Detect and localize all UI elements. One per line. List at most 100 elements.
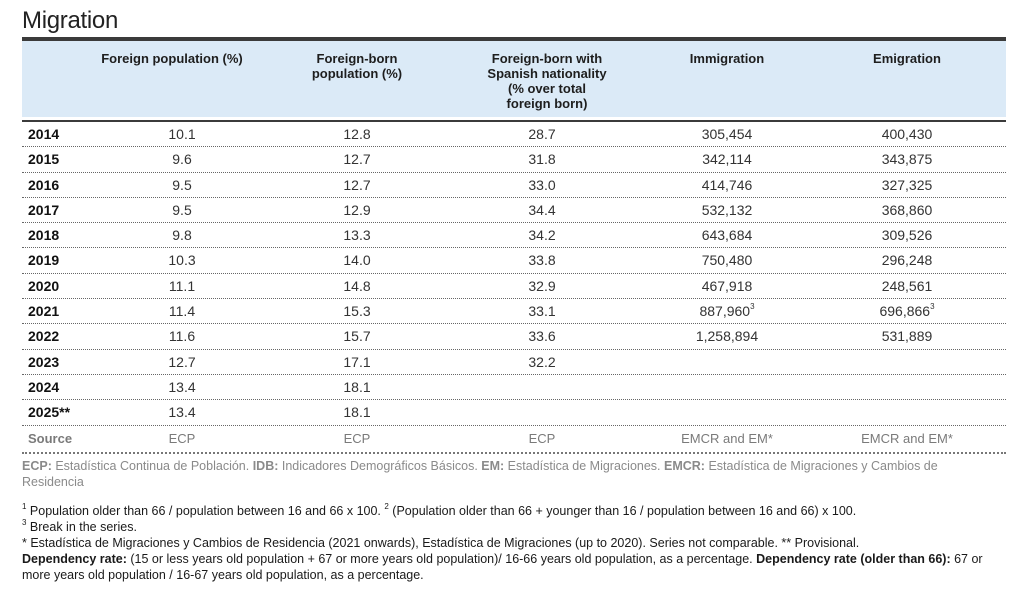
row-year: 2025** [28,404,71,421]
row-foreign-population: 9.6 [172,151,192,168]
footnote-star: * Estadística de Migraciones y Cambios d… [22,536,860,550]
row-foreign-born: 15.7 [343,328,371,345]
row-emigration: 400,430 [881,126,933,142]
row-foreign-population: 11.6 [168,328,196,345]
row-spanish-nationality: 28.7 [528,126,556,142]
header-foreign-born: Foreign-born population (%) [311,51,403,81]
table-top-rule [22,37,1006,41]
row-emigration: 531,889 [881,328,933,345]
table-row: 2014 10.1 12.8 28.7 305,454 400,430 [22,122,1006,148]
row-immigration: 750,480 [701,252,753,269]
row-foreign-population: 13.4 [168,378,196,395]
row-spanish-nationality: 33.8 [528,252,556,269]
row-spanish-nationality: 34.4 [528,201,556,218]
row-year: 2023 [28,353,60,370]
row-spanish-nationality: 32.2 [528,353,556,370]
source-fp: ECP [168,430,196,446]
source-fb: ECP [343,430,371,446]
footnote-1-2: 1 Population older than 66 / population … [22,501,857,518]
source-em: EMCR and EM* [861,430,953,446]
row-foreign-population: 13.4 [168,404,196,421]
footnote-dependency: Dependency rate: (15 or less years old p… [22,552,983,582]
row-spanish-nationality: 31.8 [528,151,556,168]
row-year: 2019 [28,252,60,269]
table-row: 2018 9.8 13.3 34.2 643,684 309,526 [22,223,1006,249]
row-foreign-born: 15.3 [343,303,371,320]
row-spanish-nationality: 33.1 [528,303,556,320]
table-row: 2021 11.4 15.3 33.1 887,9603 696,8663 [22,299,1006,325]
row-spanish-nationality: 33.6 [528,328,556,345]
source-im: EMCR and EM* [681,430,773,446]
abbreviation-legend: ECP: Estadística Continua de Población. … [22,459,938,489]
row-emigration: 343,875 [881,151,933,168]
row-emigration: 368,860 [881,201,933,218]
row-foreign-born: 14.0 [343,252,371,269]
row-year: 2024 [28,378,60,395]
header-foreign-population: Foreign population (%) [101,51,243,66]
migration-table: Foreign population (%) Foreign-born popu… [22,37,1006,454]
table-row: 2023 12.7 17.1 32.2 [22,350,1006,375]
row-foreign-population: 9.8 [172,227,192,244]
table-row: 2019 10.3 14.0 33.8 750,480 296,248 [22,248,1006,274]
row-spanish-nationality: 33.0 [528,176,556,193]
row-immigration: 342,114 [702,151,752,168]
row-year: 2021 [28,303,60,320]
header-rule [22,120,1006,122]
row-foreign-born: 12.9 [343,201,371,218]
row-immigration: 467,918 [701,277,753,294]
footnote-3: 3 Break in the series. [22,517,137,534]
row-year: 2015 [28,151,60,168]
row-year: 2017 [28,201,60,218]
row-foreign-born: 12.7 [343,176,371,193]
row-foreign-population: 11.4 [168,303,196,320]
source-sn: ECP [528,430,556,446]
row-year: 2016 [28,176,60,193]
row-foreign-born: 18.1 [343,404,371,421]
table-body: 2014 10.1 12.8 28.7 305,454 400,430 2015 9.6 12.… [22,122,1006,426]
source-row: Source ECP ECP ECP EMCR and EM* EMCR and… [22,426,1006,450]
footnotes: 1 Population older than 66 / population … [22,501,1002,583]
row-immigration: 887,9603 [699,302,755,320]
row-immigration: 305,454 [701,126,753,142]
row-emigration: 296,248 [881,252,933,269]
row-immigration: 643,684 [701,227,753,244]
row-foreign-population: 11.1 [168,277,196,294]
row-foreign-born: 17.1 [343,353,371,370]
table-row: 2024 13.4 18.1 [22,375,1006,401]
row-year: 2014 [28,126,60,142]
row-foreign-population: 9.5 [172,201,192,218]
row-foreign-population: 12.7 [168,353,196,370]
row-emigration: 327,325 [881,176,933,193]
row-foreign-born: 18.1 [343,378,371,395]
row-foreign-born: 12.8 [343,126,371,142]
header-emigration: Emigration [873,51,941,66]
row-foreign-population: 10.1 [168,126,196,142]
table-row: 2022 11.6 15.7 33.6 1,258,894 531,889 [22,324,1006,350]
row-immigration: 1,258,894 [695,328,759,345]
row-immigration: 532,132 [701,201,753,218]
row-emigration: 696,8663 [879,302,935,320]
row-emigration: 248,561 [881,277,933,294]
header-immigration: Immigration [689,51,765,66]
row-foreign-population: 10.3 [168,252,196,269]
row-year: 2020 [28,277,60,294]
row-spanish-nationality: 34.2 [528,227,556,244]
header-spanish-nationality: Foreign-born with Spanish nationality (%… [487,51,607,111]
table-header: Foreign population (%) Foreign-born popu… [22,41,1006,117]
row-foreign-born: 13.3 [343,227,371,244]
row-year: 2022 [28,328,60,345]
row-foreign-born: 14.8 [343,277,371,294]
row-spanish-nationality: 32.9 [528,277,556,294]
table-row: 2025** 13.4 18.1 [22,400,1006,426]
row-foreign-born: 12.7 [343,151,371,168]
row-year: 2018 [28,227,60,244]
row-emigration: 309,526 [881,227,933,244]
source-label: Source [28,430,73,446]
table-row: 2020 11.1 14.8 32.9 467,918 248,561 [22,274,1006,300]
table-row: 2016 9.5 12.7 33.0 414,746 327,325 [22,173,1006,198]
table-row: 2017 9.5 12.9 34.4 532,132 368,860 [22,198,1006,224]
row-foreign-population: 9.5 [172,176,192,193]
page-title: Migration [22,7,119,34]
table-bottom-rule [22,451,1006,454]
row-immigration: 414,746 [701,176,753,193]
